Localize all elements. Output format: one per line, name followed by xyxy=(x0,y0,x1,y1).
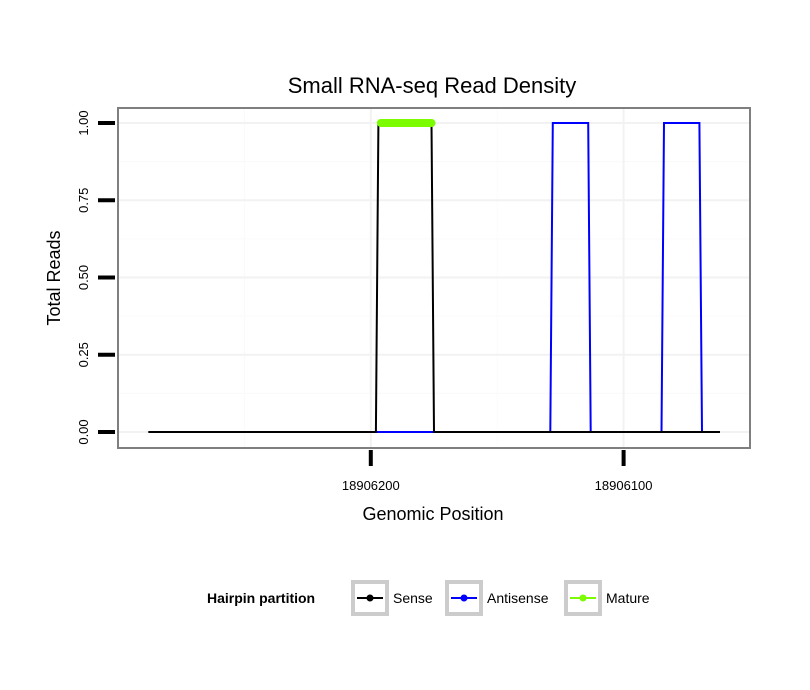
legend-label-antisense: Antisense xyxy=(487,590,549,606)
y-tick-label-3: 0.75 xyxy=(76,188,91,213)
legend: Hairpin partition Sense Antisense Mature xyxy=(207,580,650,616)
legend-key-point-sense xyxy=(366,594,374,602)
plot-border xyxy=(117,107,751,449)
x-tick-label-0: 18906200 xyxy=(342,478,400,493)
plot-area xyxy=(117,107,751,449)
legend-key-point-antisense xyxy=(460,594,468,602)
x-axis: 18906200 18906100 xyxy=(342,450,653,493)
y-axis: 0.00 0.25 0.50 0.75 1.00 xyxy=(76,110,115,445)
legend-key-point-mature xyxy=(579,594,587,602)
legend-title: Hairpin partition xyxy=(207,590,315,606)
y-tick-label-2: 0.50 xyxy=(76,265,91,290)
legend-items: Sense Antisense Mature xyxy=(351,580,650,616)
x-tick-label-1: 18906100 xyxy=(595,478,653,493)
legend-label-mature: Mature xyxy=(606,590,650,606)
y-tick-label-0: 0.00 xyxy=(76,419,91,444)
y-tick-label-4: 1.00 xyxy=(76,110,91,135)
x-axis-label: Genomic Position xyxy=(362,504,503,524)
series-layer xyxy=(148,119,720,433)
chart-title: Small RNA-seq Read Density xyxy=(288,73,577,98)
y-axis-label: Total Reads xyxy=(44,230,64,325)
y-tick-label-1: 0.25 xyxy=(76,342,91,367)
legend-label-sense: Sense xyxy=(393,590,433,606)
